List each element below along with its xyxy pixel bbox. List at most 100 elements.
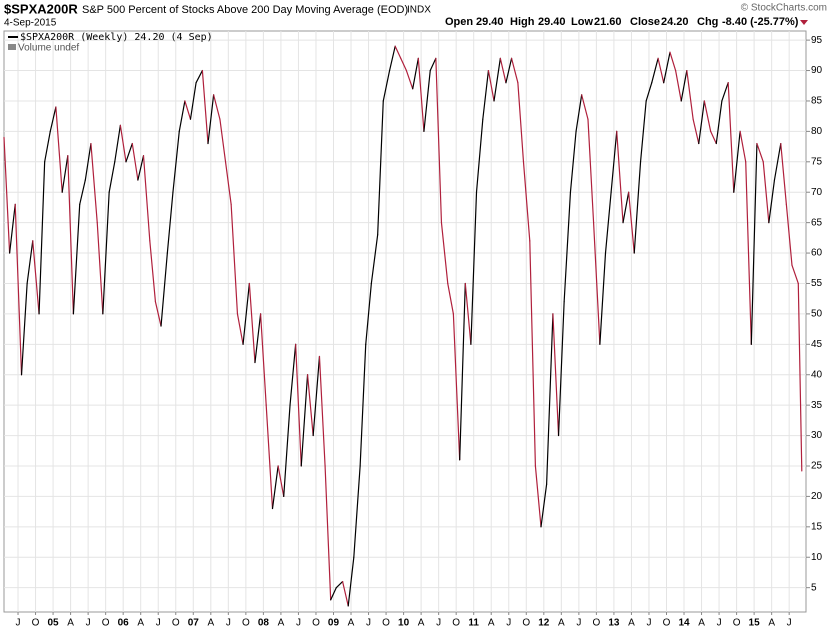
line-segment — [739, 130, 747, 163]
x-tick-label: A — [558, 618, 565, 629]
x-tick-label: J — [506, 618, 511, 629]
x-tick-label: J — [16, 618, 21, 629]
down-arrow — [800, 20, 808, 25]
line-segment — [44, 130, 51, 163]
line-segment — [522, 161, 531, 242]
y-tick-label: 20 — [811, 491, 823, 502]
line-segment — [382, 69, 391, 102]
line-segment — [283, 404, 291, 498]
line-segment — [67, 155, 75, 315]
line-segment — [125, 142, 133, 163]
y-tick-label: 35 — [811, 400, 823, 411]
x-tick-label: A — [418, 618, 425, 629]
line-segment — [38, 161, 46, 315]
line-segment — [55, 106, 63, 193]
line-segment — [762, 161, 770, 224]
x-tick-label: 14 — [678, 618, 690, 629]
line-segment — [248, 282, 256, 364]
line-segment — [657, 57, 665, 84]
x-tick-label: J — [436, 618, 441, 629]
line-segment — [3, 136, 11, 254]
line-segment — [259, 313, 267, 406]
line-segment — [768, 179, 776, 224]
x-tick-label: 12 — [538, 618, 550, 629]
volume-note: Volume undef — [18, 43, 79, 54]
line-segment — [470, 191, 478, 345]
quote-label: Open — [445, 16, 473, 28]
line-segment — [616, 130, 624, 224]
line-segment — [756, 142, 764, 163]
x-tick-label: O — [382, 618, 390, 629]
line-segment — [412, 57, 419, 90]
quote-value: 24.20 — [661, 16, 689, 28]
x-tick-label: A — [768, 618, 775, 629]
line-segment — [686, 69, 694, 120]
line-segment — [727, 82, 735, 193]
line-segment — [452, 313, 461, 461]
line-segment — [114, 124, 121, 163]
line-segment — [750, 142, 758, 345]
x-tick-label: O — [32, 618, 40, 629]
quote-value: -8.40 (-25.77%) — [722, 16, 799, 28]
x-tick-label: A — [278, 618, 285, 629]
line-segment — [563, 191, 572, 303]
line-segment — [557, 301, 565, 437]
line-segment — [540, 483, 548, 528]
line-segment — [552, 313, 560, 437]
x-tick-label: 15 — [749, 618, 761, 629]
x-tick-label: J — [576, 618, 581, 629]
line-segment — [195, 69, 203, 84]
x-tick-label: 08 — [258, 618, 270, 629]
x-tick-label: A — [137, 618, 144, 629]
line-segment — [353, 465, 361, 558]
y-tick-label: 5 — [811, 582, 817, 593]
x-tick-label: J — [226, 618, 231, 629]
y-tick-label: 45 — [811, 339, 823, 350]
y-tick-label: 85 — [811, 96, 823, 107]
line-segment — [189, 82, 197, 120]
line-segment — [335, 580, 344, 589]
quote-label: Chg — [697, 16, 718, 28]
line-segment — [131, 142, 139, 181]
x-tick-label: O — [102, 618, 110, 629]
line-segment — [680, 69, 688, 102]
line-segment — [213, 94, 221, 120]
line-segment — [546, 313, 554, 485]
plot-area — [3, 30, 807, 613]
line-segment — [510, 57, 519, 84]
x-tick-label: O — [592, 618, 600, 629]
line-segment — [342, 580, 349, 607]
y-tick-label: 55 — [811, 278, 823, 289]
line-segment — [61, 155, 69, 193]
line-segment — [459, 282, 466, 461]
x-tick-label: A — [67, 618, 74, 629]
line-segment — [142, 155, 151, 242]
x-tick-label: 05 — [48, 618, 60, 629]
line-segment — [119, 124, 127, 163]
line-segment — [780, 142, 787, 205]
line-segment — [710, 130, 717, 145]
line-segment — [14, 203, 23, 376]
x-tick-label: A — [628, 618, 635, 629]
quote-label: High — [510, 16, 535, 28]
line-segment — [108, 161, 116, 193]
line-segment — [599, 252, 607, 345]
line-segment — [26, 240, 34, 285]
x-tick-label: 07 — [188, 618, 200, 629]
x-tick-label: 11 — [468, 618, 479, 629]
line-segment — [330, 587, 337, 601]
line-segment — [394, 45, 402, 59]
y-tick-label: 70 — [811, 187, 823, 198]
line-segment — [347, 556, 355, 607]
volume-icon — [8, 44, 16, 50]
y-tick-label: 30 — [811, 430, 823, 441]
line-segment — [517, 82, 525, 163]
line-segment — [102, 191, 110, 315]
line-segment — [289, 343, 297, 406]
chart-title: S&P 500 Percent of Stocks Above 200 Day … — [82, 4, 408, 16]
line-segment — [242, 282, 250, 345]
x-tick-label: O — [522, 618, 530, 629]
line-segment — [219, 118, 227, 163]
line-segment — [184, 100, 192, 120]
line-segment — [493, 57, 501, 102]
